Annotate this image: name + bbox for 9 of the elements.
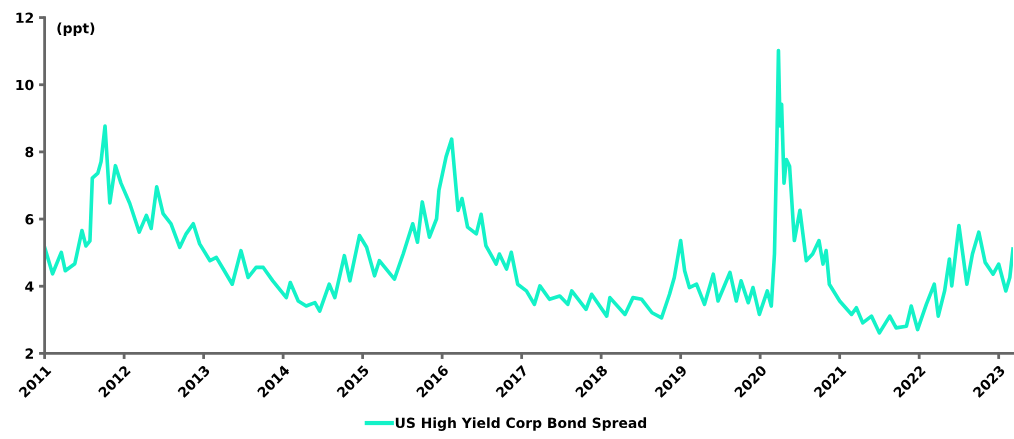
y-tick-label: 2 xyxy=(25,348,33,359)
line-series xyxy=(44,48,1013,335)
legend-label: US High Yield Corp Bond Spread xyxy=(395,417,647,431)
y-tick-label: 8 xyxy=(25,146,34,158)
y-axis-title: (ppt) xyxy=(57,22,95,37)
y-tick-label: 12 xyxy=(16,12,33,23)
y-tick-label: 10 xyxy=(16,79,34,91)
y-tick-label: 6 xyxy=(25,214,34,225)
y-tick-label: 4 xyxy=(25,281,34,292)
